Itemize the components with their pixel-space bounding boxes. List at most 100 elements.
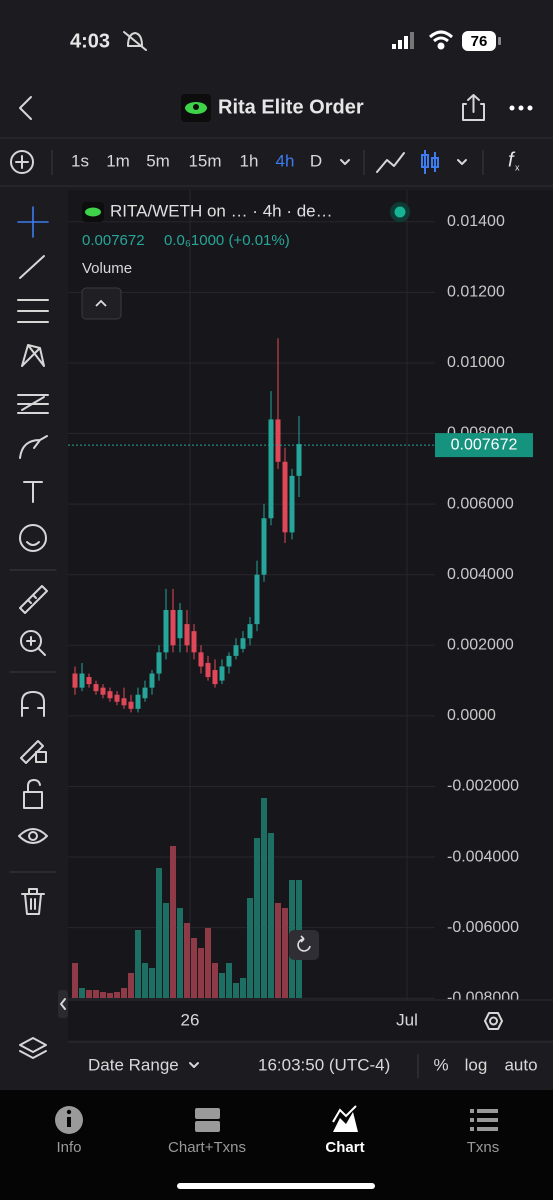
scale-option[interactable]: auto [504, 1055, 537, 1074]
volume-bar [240, 978, 246, 998]
volume-bar [72, 963, 78, 998]
symbol-name[interactable]: RITA/WETH on … · 4h · de… [110, 201, 333, 220]
reset-button[interactable] [289, 930, 319, 960]
scale-option[interactable]: log [465, 1055, 488, 1074]
y-tick-label: 0.01400 [447, 213, 505, 230]
volume-bar [205, 928, 211, 998]
volume-bar [254, 838, 260, 998]
volume-bar [268, 833, 274, 998]
silent-icon [123, 31, 147, 51]
candle-body [240, 638, 246, 649]
interval-button[interactable]: 1s [71, 151, 89, 170]
layers-button[interactable] [19, 1037, 47, 1059]
side-toggle-arrow [60, 998, 66, 1010]
candle-body [191, 631, 197, 653]
volume-bar [226, 963, 232, 998]
unlock-tool[interactable] [23, 779, 43, 809]
zoom-tool[interactable] [20, 630, 46, 656]
interval-button[interactable]: 1h [240, 151, 259, 170]
add-indicator-button[interactable] [10, 150, 34, 174]
text-tool[interactable] [23, 481, 43, 503]
home-indicator [177, 1183, 375, 1189]
candle-body [219, 666, 225, 681]
visibility-tool[interactable] [18, 828, 48, 844]
volume-bar [79, 988, 85, 998]
volume-bar [86, 990, 92, 998]
ruler-tool[interactable] [19, 585, 48, 614]
tab-label[interactable]: Txns [467, 1139, 500, 1156]
delete-tool[interactable] [21, 888, 45, 915]
drawing-tools [9, 206, 57, 1059]
interval-button[interactable]: 1m [106, 151, 130, 170]
candle-body [121, 698, 127, 706]
candle-body [233, 645, 239, 656]
candle-body [275, 419, 281, 462]
brush-tool[interactable] [19, 435, 48, 459]
volume-bar [142, 963, 148, 998]
y-tick-label: -0.006000 [447, 919, 519, 936]
interval-button[interactable]: 4h [276, 151, 295, 170]
candle-body [282, 461, 288, 533]
chart-type-dropdown[interactable] [457, 159, 467, 165]
back-button[interactable] [19, 96, 32, 120]
timezone[interactable]: 16:03:50 (UTC-4) [258, 1055, 390, 1074]
indicators-button[interactable]: f [508, 149, 516, 171]
candle-body [163, 610, 169, 653]
candle-body [114, 694, 120, 702]
pattern-tool[interactable] [21, 344, 45, 367]
tab-label[interactable]: Chart+Txns [168, 1139, 246, 1156]
chart-panel [68, 190, 553, 1040]
interval-button[interactable]: 15m [188, 151, 221, 170]
last-price-box [435, 433, 533, 458]
tab-label[interactable]: Chart [325, 1139, 364, 1156]
y-tick-label: -0.002000 [447, 778, 519, 795]
line-chart-button[interactable] [376, 152, 405, 173]
y-tick-label: 0.01200 [447, 284, 505, 301]
emoji-tool[interactable] [19, 524, 47, 552]
interval-button[interactable]: D [310, 151, 322, 170]
volume-bar [275, 903, 281, 998]
lock-drawing-tool[interactable] [20, 740, 47, 764]
clock: 4:03 [70, 30, 110, 52]
volume-bar [247, 898, 253, 998]
candle-body [93, 684, 99, 692]
x-tick-label: Jul [396, 1010, 418, 1029]
y-tick-label: -0.008000 [447, 989, 519, 1006]
trendline-tool[interactable] [19, 255, 45, 279]
candle-body [100, 687, 106, 695]
last-price-label: 0.007672 [451, 436, 518, 453]
volume-bar [121, 988, 127, 998]
volume-bar [170, 846, 176, 998]
volume-bar [114, 992, 120, 998]
chart-icon [332, 1105, 358, 1132]
more-button[interactable] [509, 105, 533, 111]
volume-bar [93, 990, 99, 998]
x-tick-label: 26 [181, 1010, 200, 1029]
settings-button[interactable] [484, 1012, 503, 1030]
candle-chart-button[interactable] [421, 150, 439, 174]
volume-bar [177, 908, 183, 998]
battery [462, 31, 496, 51]
scale-option[interactable]: % [433, 1055, 448, 1074]
candle-body [268, 419, 274, 519]
tab-label[interactable]: Info [56, 1139, 81, 1156]
volume-bar [184, 923, 190, 998]
magnet-tool[interactable] [21, 691, 45, 717]
y-tick-label: 0.006000 [447, 495, 514, 512]
candle-body [261, 518, 267, 575]
side-toggle[interactable] [58, 990, 68, 1018]
projection-tool[interactable] [17, 394, 49, 414]
collapse-button[interactable] [81, 287, 122, 320]
interval-button[interactable]: 5m [146, 151, 170, 170]
interval-dropdown[interactable] [340, 159, 350, 165]
volume-bar [282, 908, 288, 998]
fib-tool[interactable] [17, 299, 49, 323]
candle-body [79, 673, 85, 688]
date-range-arrow [189, 1062, 199, 1068]
date-range-button[interactable]: Date Range [88, 1055, 179, 1074]
signal-icon [392, 32, 414, 49]
share-button[interactable] [462, 94, 485, 121]
candle-body [86, 677, 92, 685]
y-tick-label: 0.0000 [447, 707, 496, 724]
crosshair-tool[interactable] [17, 206, 49, 238]
